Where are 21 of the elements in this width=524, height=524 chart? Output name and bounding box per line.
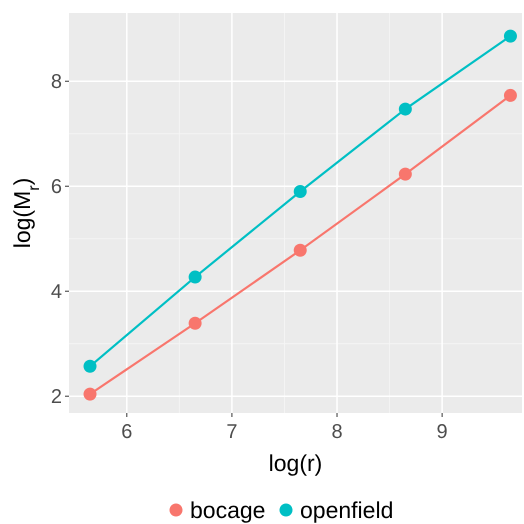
legend-label: openfield [300, 497, 394, 523]
point [398, 168, 412, 181]
point [188, 270, 202, 284]
point [188, 316, 202, 330]
x-tick-label: 8 [331, 421, 343, 443]
legend-label: bocage [190, 497, 266, 523]
point [294, 244, 307, 257]
y-tick-label: 8 [50, 71, 62, 94]
point [504, 30, 517, 43]
y-tick-label: 2 [50, 386, 62, 408]
y-tick-label: 6 [50, 176, 62, 198]
point [84, 388, 97, 401]
x-tick-label: 7 [226, 421, 238, 443]
y-tick-label: 4 [50, 281, 62, 304]
x-axis-title: log(r) [268, 450, 322, 476]
x-tick-label: 9 [436, 421, 448, 443]
point [398, 102, 412, 116]
point [504, 88, 517, 102]
x-tick-label: 6 [121, 421, 132, 443]
point [84, 360, 97, 373]
point [294, 184, 307, 198]
